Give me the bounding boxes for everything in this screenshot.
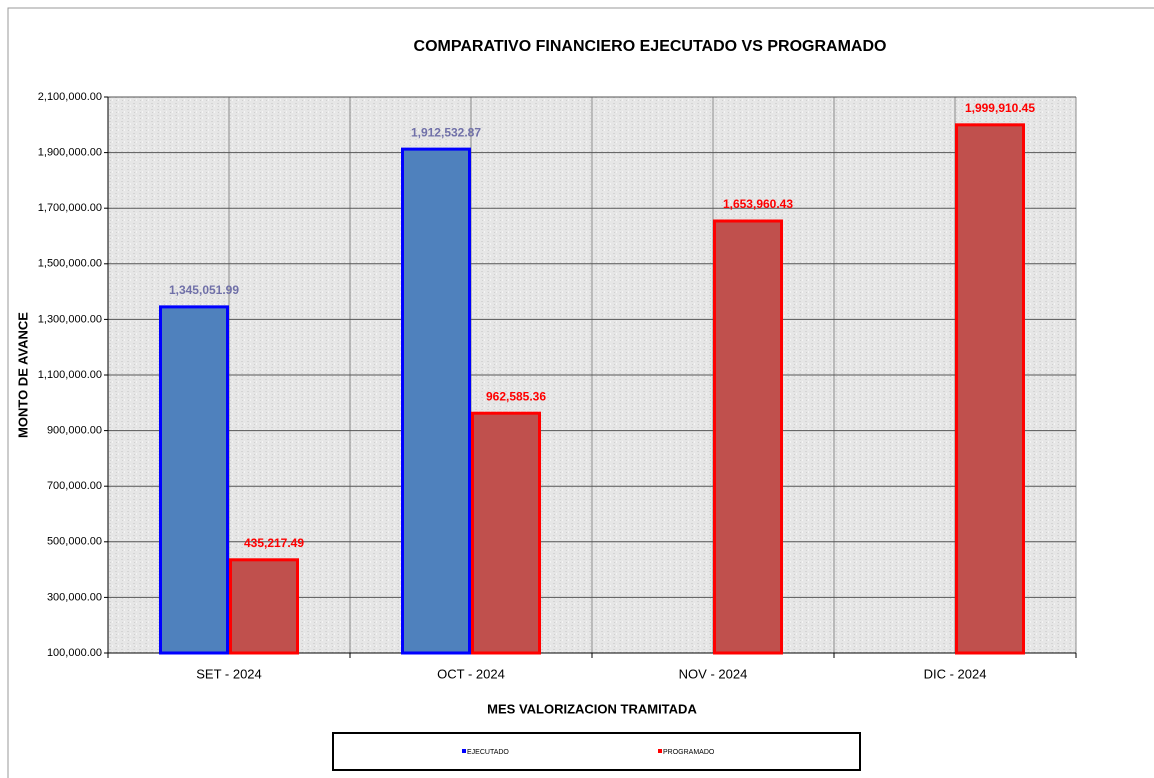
chart-title: COMPARATIVO FINANCIERO EJECUTADO VS PROG… (414, 38, 887, 55)
legend-swatch (658, 749, 662, 753)
x-tick-label: SET - 2024 (196, 666, 262, 681)
bar (471, 411, 541, 655)
y-tick-label: 1,500,000.00 (38, 258, 102, 270)
data-label: 1,999,910.45 (965, 101, 1035, 115)
x-axis-title: MES VALORIZACION TRAMITADA (487, 701, 697, 716)
x-tick-label: NOV - 2024 (679, 666, 748, 681)
data-label: 435,217.49 (244, 536, 304, 550)
y-tick-label: 700,000.00 (47, 480, 102, 492)
legend (332, 732, 861, 771)
data-label: 962,585.36 (486, 389, 546, 403)
y-tick-label: 100,000.00 (47, 647, 102, 659)
y-tick-label: 1,300,000.00 (38, 313, 102, 325)
y-tick-label: 300,000.00 (47, 591, 102, 603)
bar (713, 219, 783, 655)
y-tick-label: 900,000.00 (47, 425, 102, 437)
x-tick-label: OCT - 2024 (437, 666, 505, 681)
y-tick-label: 500,000.00 (47, 536, 102, 548)
bar (955, 123, 1025, 655)
frame (7, 7, 1154, 778)
y-tick-label: 1,900,000.00 (38, 147, 102, 159)
legend-swatch (462, 749, 466, 753)
legend-label: EJECUTADO (467, 749, 509, 756)
x-tick-label: DIC - 2024 (924, 666, 987, 681)
y-axis-title: MONTO DE AVANCE (15, 312, 30, 438)
data-label: 1,653,960.43 (723, 197, 793, 211)
legend-label: PROGRAMADO (663, 749, 715, 756)
bar (159, 305, 229, 655)
y-tick-label: 2,100,000.00 (38, 91, 102, 103)
data-label: 1,912,532.87 (411, 125, 481, 139)
bar (401, 147, 471, 655)
y-tick-label: 1,700,000.00 (38, 202, 102, 214)
bar (229, 558, 299, 655)
y-tick-label: 1,100,000.00 (38, 369, 102, 381)
data-label: 1,345,051.99 (169, 283, 239, 297)
